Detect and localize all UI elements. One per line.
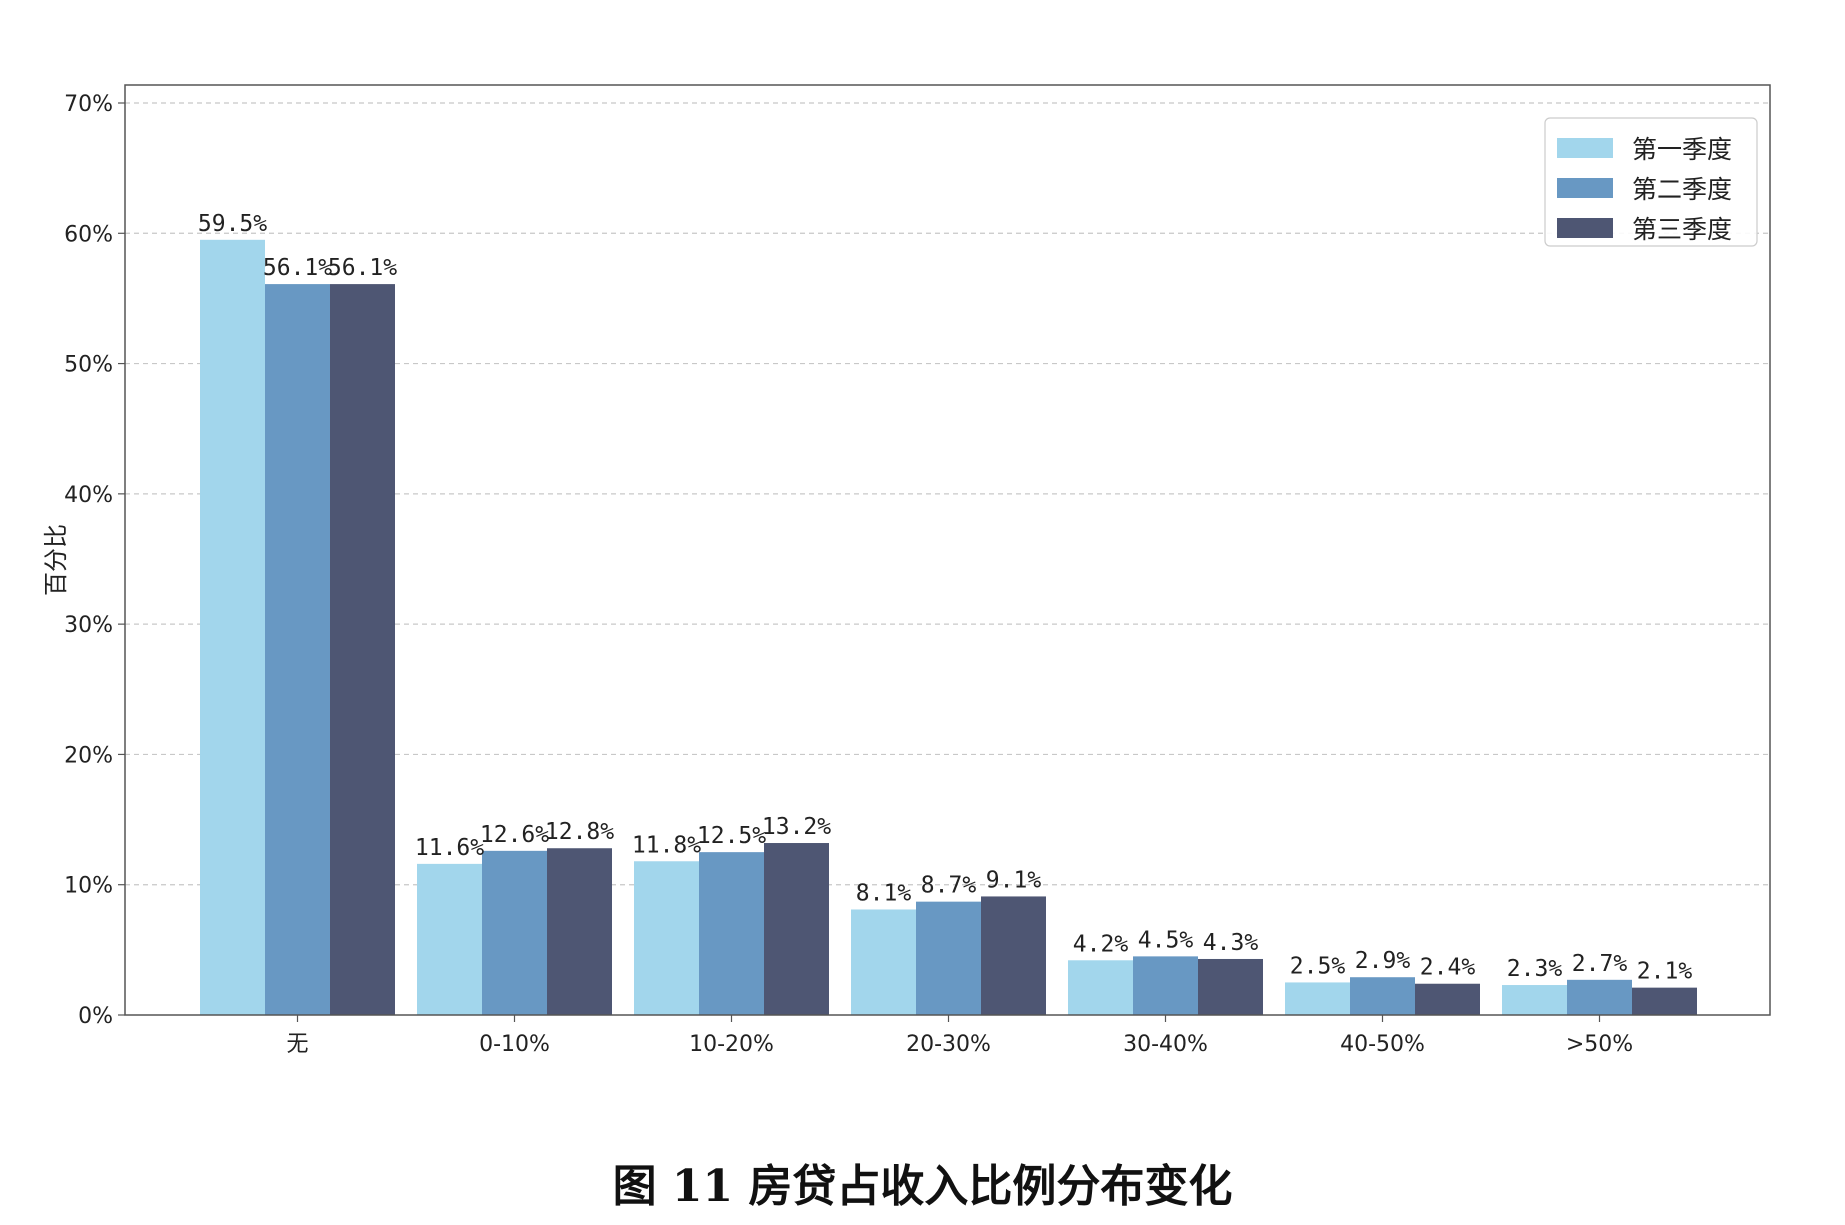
bar-value-label: 8.7% xyxy=(921,873,977,899)
y-tick-label: 60% xyxy=(64,222,113,247)
x-tick-label: 10-20% xyxy=(689,1032,774,1057)
bar-value-label: 4.2% xyxy=(1073,931,1129,957)
x-tick-label: 无 xyxy=(286,1032,308,1057)
bar xyxy=(1198,958,1263,1015)
data-labels: 59.5% 56.1%56.1% 11.6%12.6%12.8% 11.8%12.5%… xyxy=(198,211,1692,985)
legend-label: 第一季度 xyxy=(1632,135,1732,164)
bar-value-label: 56.1% xyxy=(328,255,397,281)
bar-value-label: 4.5% xyxy=(1138,927,1194,953)
bar xyxy=(1133,956,1198,1015)
bars xyxy=(200,239,1697,1016)
bar xyxy=(1285,982,1350,1015)
y-axis-title: 百分比 xyxy=(42,524,70,596)
figure-caption: 图 11 房贷占收入比例分布变化 xyxy=(612,1161,1233,1212)
bar xyxy=(764,843,829,1015)
x-tick-label: 30-40% xyxy=(1123,1032,1208,1057)
legend-label: 第三季度 xyxy=(1632,215,1732,244)
legend-swatch xyxy=(1557,138,1613,158)
x-tick-label: >50% xyxy=(1566,1032,1633,1057)
bar xyxy=(851,909,916,1015)
bar-value-label: 12.6% xyxy=(480,822,549,848)
bar xyxy=(547,848,612,1015)
bar-value-label: 8.1% xyxy=(856,880,912,906)
bar-value-label: 2.1% xyxy=(1637,959,1693,985)
bar xyxy=(1502,985,1567,1015)
y-tick-label: 70% xyxy=(64,92,113,117)
bar xyxy=(1415,983,1480,1015)
bar-value-label: 2.9% xyxy=(1355,948,1411,974)
bar-value-label: 12.5% xyxy=(697,823,766,849)
bar-value-label: 56.1% xyxy=(263,255,332,281)
bar xyxy=(1068,960,1133,1015)
x-tick-label: 0-10% xyxy=(479,1032,550,1057)
bar xyxy=(265,284,330,1015)
grid-lines xyxy=(125,102,1770,886)
bar xyxy=(1567,979,1632,1015)
bar xyxy=(330,284,395,1015)
bar-value-label: 2.5% xyxy=(1290,953,1346,979)
bar xyxy=(482,850,547,1015)
y-tick-label: 50% xyxy=(64,353,113,378)
bar-value-label: 4.3% xyxy=(1203,930,1259,956)
x-tick-label: 20-30% xyxy=(906,1032,991,1057)
bar-value-label: 2.4% xyxy=(1420,955,1476,981)
bar xyxy=(981,896,1046,1015)
bar-value-label: 12.8% xyxy=(545,819,614,845)
bar-value-label: 9.1% xyxy=(986,867,1042,893)
y-tick-label: 10% xyxy=(64,874,113,899)
legend-swatch xyxy=(1557,218,1613,238)
y-tick-label: 0% xyxy=(78,1004,113,1029)
legend-swatch xyxy=(1557,178,1613,198)
bar-value-label: 2.3% xyxy=(1507,956,1563,982)
bar xyxy=(916,901,981,1015)
bar xyxy=(417,863,482,1015)
bar xyxy=(200,239,265,1016)
y-tick-label: 40% xyxy=(64,483,113,508)
y-axis-ticks: 0% 10% 20% 30% 40% 50% 60% 70% xyxy=(64,92,125,1029)
bar-value-label: 11.8% xyxy=(632,832,701,858)
bar-value-label: 13.2% xyxy=(762,814,831,840)
bar-value-label: 11.6% xyxy=(415,835,484,861)
bar-value-label: 59.5% xyxy=(198,211,267,237)
bar xyxy=(634,861,699,1015)
bar xyxy=(1632,987,1697,1015)
bar-value-label: 2.7% xyxy=(1572,951,1628,977)
bar xyxy=(699,852,764,1015)
bar xyxy=(1350,977,1415,1015)
legend-label: 第二季度 xyxy=(1632,175,1732,204)
plot-frame xyxy=(124,84,1771,1016)
x-tick-label: 40-50% xyxy=(1340,1032,1425,1057)
y-tick-label: 30% xyxy=(64,613,113,638)
y-tick-label: 20% xyxy=(64,743,113,768)
x-axis-ticks: 无 0-10% 10-20% 20-30% 30-40% 40-50% >50% xyxy=(286,1015,1633,1057)
